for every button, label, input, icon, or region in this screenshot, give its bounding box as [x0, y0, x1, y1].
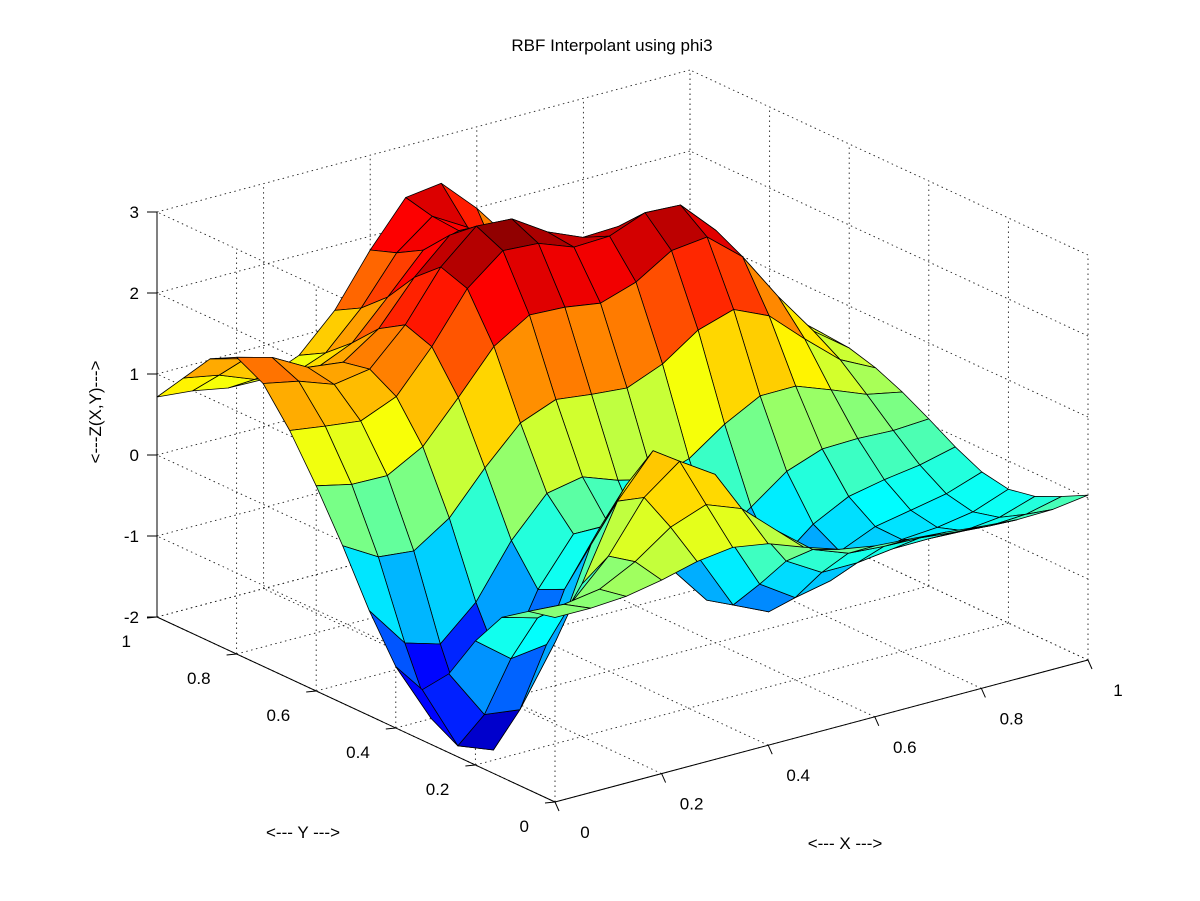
side-wall-gridline: [156, 535, 556, 722]
y-axis-label: <--- Y --->: [266, 823, 340, 842]
x-tick-label: 1: [1113, 681, 1122, 700]
x-tick-mark: [874, 716, 880, 727]
x-tick-label: 0.4: [786, 766, 810, 785]
floor-gridline: [395, 585, 929, 729]
x-tick-mark: [980, 688, 986, 698]
z-tick-label: 2: [130, 284, 139, 303]
x-tick-label: 0: [580, 823, 589, 842]
floor-gridline: [475, 622, 1009, 766]
x-tick-label: 0.8: [1000, 709, 1024, 728]
tick-labels: 0 0.2 0.4 0.6 0.8 1 0 0.2 0.4 0.6 0.8 1 -2 -1 0 1 2 3: [122, 203, 1123, 842]
side-wall-gridline: [156, 373, 556, 560]
y-tick-label: 0.2: [426, 780, 450, 799]
x-tick-mark: [554, 801, 560, 812]
y-tick-label: 0.8: [187, 669, 211, 688]
z-tick-label: 3: [130, 203, 139, 222]
y-axis-line: [156, 616, 556, 803]
z-tick-label: -2: [124, 608, 139, 627]
y-tick-mark: [385, 727, 396, 730]
side-wall-gridline: [156, 454, 556, 641]
y-tick-mark: [465, 764, 476, 767]
x-tick-mark: [1087, 659, 1093, 670]
axis-layer: [146, 211, 1093, 812]
x-tick-mark: [767, 744, 773, 755]
chart-title: RBF Interpolant using phi3: [511, 36, 712, 55]
right-wall-gridline: [689, 231, 1089, 418]
y-tick-mark: [226, 653, 237, 656]
x-tick-label: 0.6: [893, 738, 917, 757]
y-tick-label: 1: [122, 632, 131, 651]
right-wall-gridline: [689, 150, 1089, 337]
z-axis-label: <---Z(X,Y)--->: [86, 360, 105, 463]
y-tick-label: 0: [520, 817, 529, 836]
x-axis-line: [554, 659, 1089, 803]
back-wall-gridline: [156, 69, 691, 213]
floor-gridline: [263, 588, 662, 775]
z-tick-label: 0: [130, 446, 139, 465]
floor-gridline: [316, 548, 850, 692]
surface: [156, 182, 1089, 751]
x-tick-mark: [661, 773, 667, 783]
side-wall-gridline: [156, 292, 556, 479]
y-tick-label: 0.4: [346, 743, 370, 762]
z-tick-label: 1: [130, 365, 139, 384]
y-tick-label: 0.6: [267, 706, 291, 725]
surface-face: [528, 603, 591, 618]
right-wall-gridline: [689, 69, 1089, 256]
y-tick-mark: [306, 690, 317, 693]
side-wall-gridline: [156, 211, 556, 398]
y-tick-mark: [544, 801, 556, 804]
x-axis-label: <--- X --->: [808, 834, 883, 853]
z-tick-label: -1: [124, 527, 139, 546]
x-tick-label: 0.2: [680, 795, 704, 814]
